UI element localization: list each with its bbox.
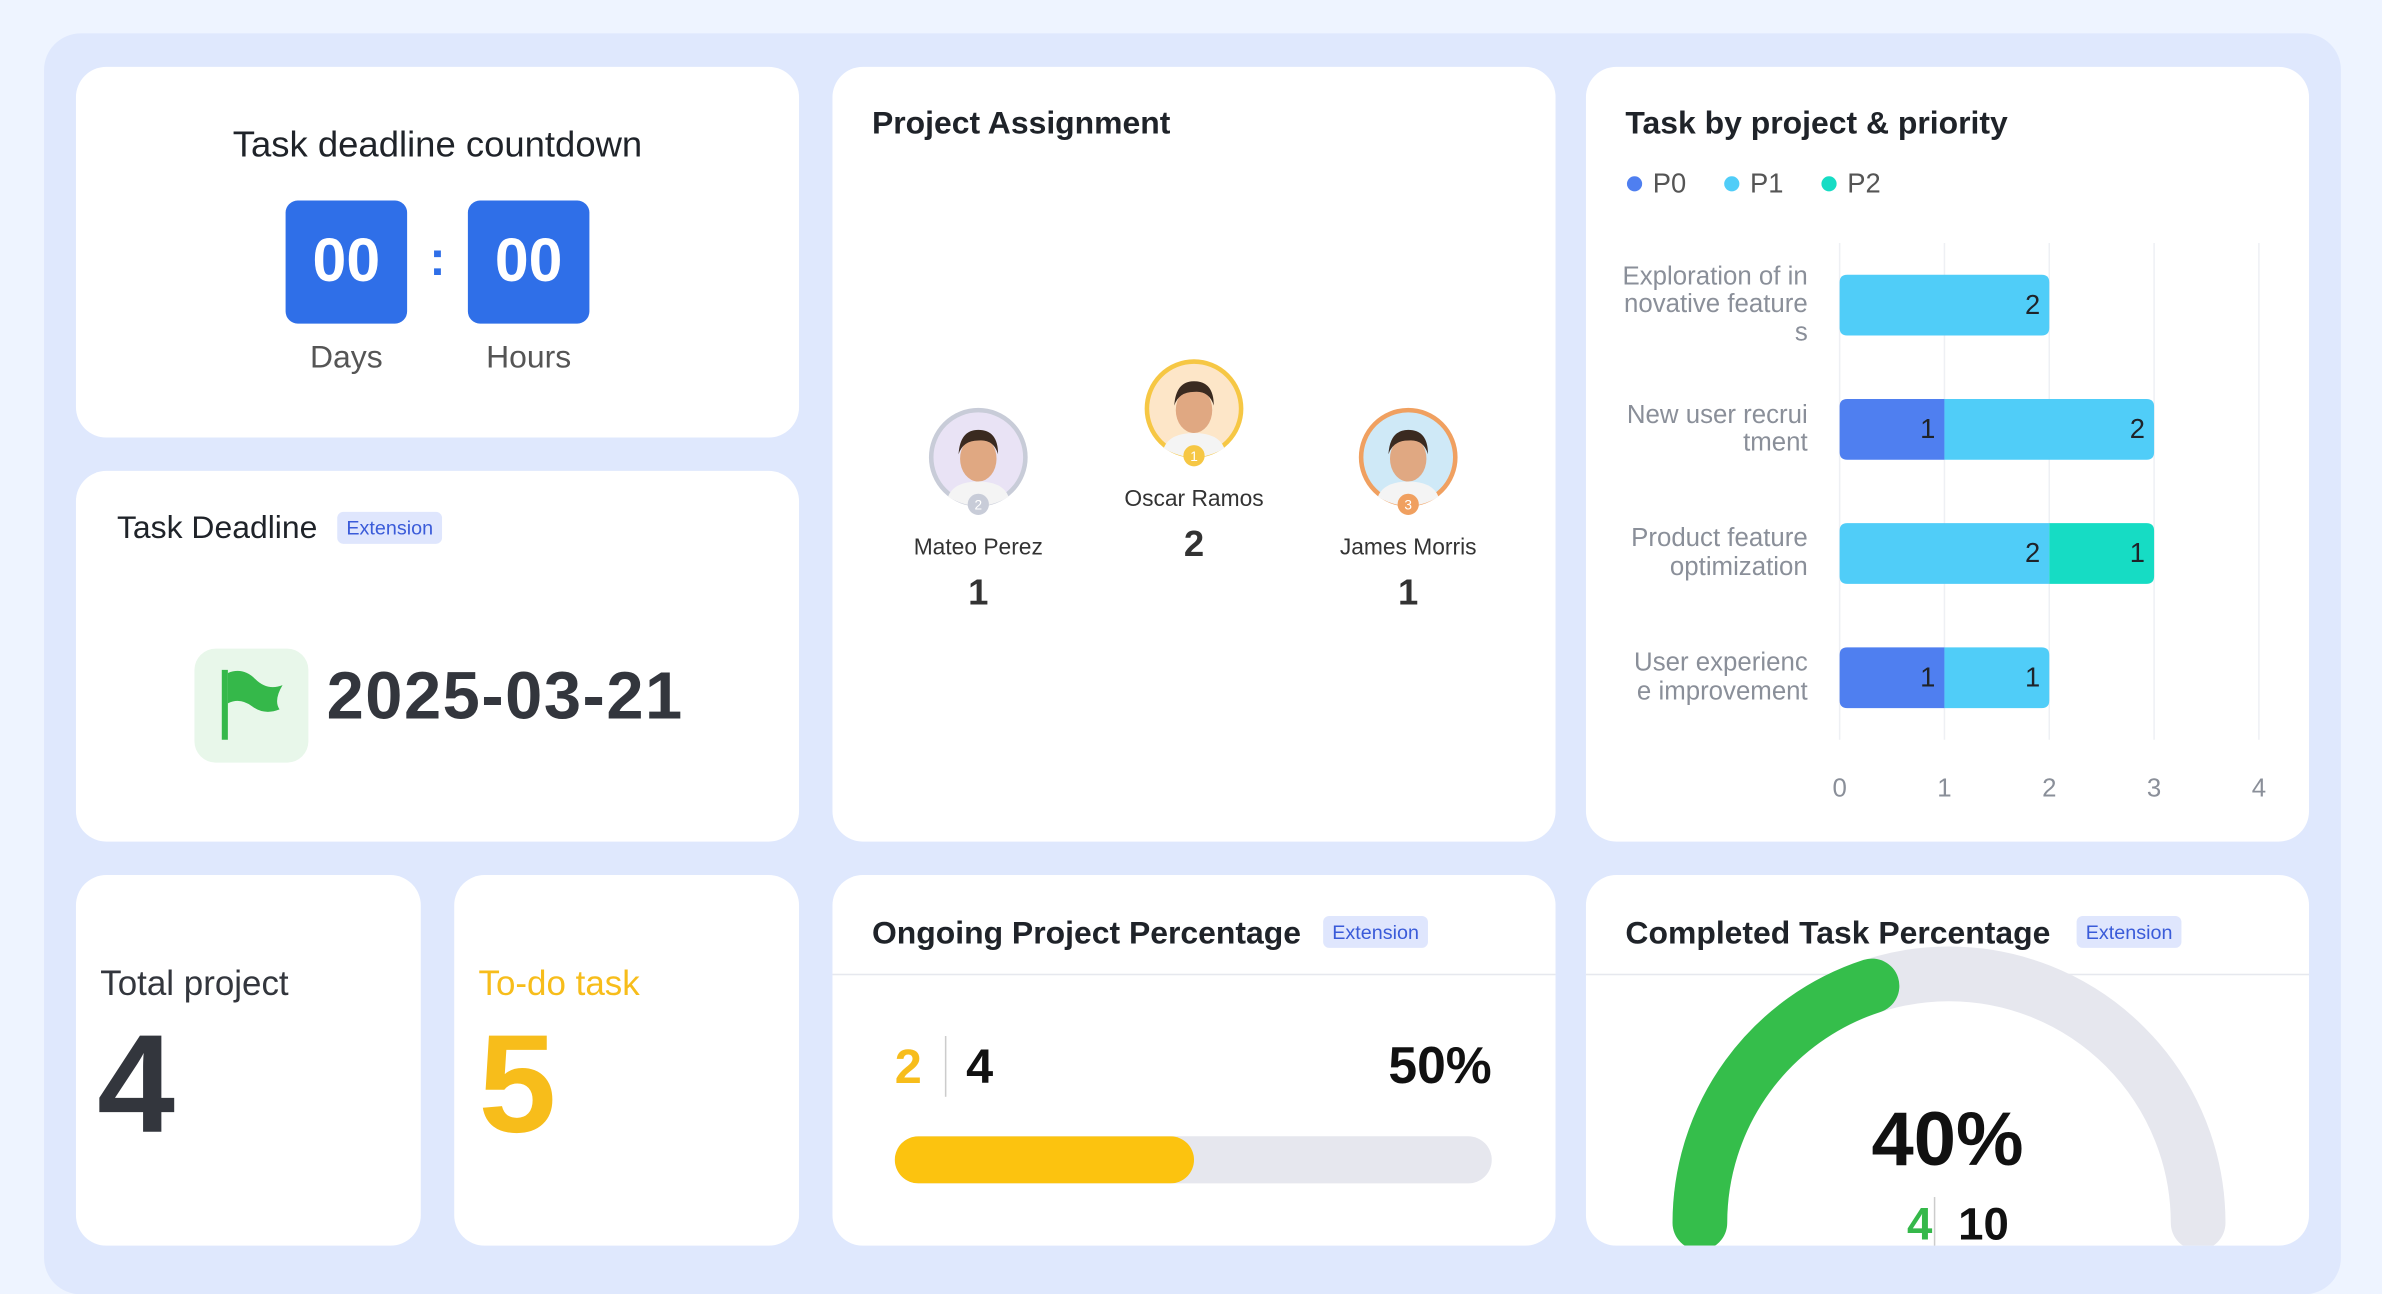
completed-percent: 40% bbox=[1871, 1096, 2024, 1182]
y-tick-label: Exploration of innovative features bbox=[1622, 261, 1808, 347]
ongoing-total: 4 bbox=[966, 1039, 994, 1094]
progress-track bbox=[894, 1136, 1492, 1184]
avatar: 1 bbox=[1144, 359, 1244, 467]
person-count: 2 bbox=[1183, 524, 1205, 566]
bar bbox=[1944, 398, 2155, 460]
person-name: Oscar Ramos bbox=[1124, 486, 1264, 512]
bar-label: 1 bbox=[2130, 537, 2145, 568]
avatar-face bbox=[1389, 435, 1427, 482]
badge: Extension bbox=[337, 511, 443, 544]
person-name: James Morris bbox=[1339, 534, 1477, 561]
legend-dot bbox=[1626, 176, 1643, 192]
bar bbox=[1839, 398, 1945, 460]
legend-dot bbox=[1821, 176, 1837, 192]
hours-value: 00 bbox=[467, 200, 590, 324]
countdown-card: Task deadline countdown 00 00 : Days Hou… bbox=[75, 66, 800, 438]
bar bbox=[1944, 647, 2050, 709]
completed-title: Completed Task Percentage bbox=[1625, 916, 2051, 951]
ongoing-done: 2 bbox=[894, 1039, 922, 1094]
chart-card: Task by project & priority 0 1 2 3 4 P0 P1 P2 2 1… bbox=[1585, 66, 2310, 842]
total-value: 4 bbox=[97, 1007, 175, 1163]
separator bbox=[944, 1036, 947, 1097]
badge: Extension bbox=[1323, 916, 1429, 948]
deadline-card: Task Deadline Extension 2025-03-21 bbox=[75, 470, 800, 842]
rank-number: 3 bbox=[1404, 497, 1412, 512]
deadline-date: 2025-03-21 bbox=[326, 659, 684, 734]
deadline-title: Task Deadline bbox=[116, 510, 318, 546]
separator bbox=[1933, 1197, 1936, 1246]
colon: : bbox=[429, 230, 446, 286]
rank-badge bbox=[1397, 493, 1419, 515]
completed-done: 4 bbox=[1906, 1200, 1933, 1246]
person-count: 1 bbox=[1398, 572, 1419, 614]
todo-label: To-do task bbox=[478, 963, 640, 1003]
avatar: 3 bbox=[1358, 407, 1458, 515]
person-count: 1 bbox=[968, 572, 989, 614]
avatar-hair bbox=[1174, 381, 1214, 406]
avatar-hair bbox=[1388, 429, 1428, 455]
gauge-fill bbox=[1672, 958, 1900, 1246]
hours-label: Hours bbox=[486, 340, 572, 376]
countdown-title: Task deadline countdown bbox=[232, 124, 643, 166]
rank-badge bbox=[967, 493, 989, 515]
days-label: Days bbox=[309, 340, 383, 376]
gauge bbox=[1672, 946, 2226, 1246]
legend-dot bbox=[1724, 176, 1740, 192]
x-tick-label: 0 bbox=[1832, 775, 1846, 803]
days-value: 00 bbox=[285, 200, 408, 324]
x-tick-label: 3 bbox=[2147, 775, 2161, 803]
chart-title: Task by project & priority bbox=[1625, 106, 2008, 142]
flag-box bbox=[194, 648, 309, 763]
avatar-body bbox=[1163, 432, 1225, 458]
avatar-face bbox=[960, 435, 997, 482]
total-label: Total project bbox=[100, 963, 289, 1003]
badge: Extension bbox=[2076, 916, 2182, 948]
avatar: 2 bbox=[928, 407, 1028, 515]
progress-fill bbox=[894, 1136, 1194, 1184]
x-tick-label: 1 bbox=[1937, 775, 1951, 803]
bar-label: 1 bbox=[1920, 413, 1935, 444]
chart: 0 1 2 3 4 P0 P1 P2 2 1 2 2 1 1 1 bbox=[1626, 168, 2266, 803]
bar-label: 1 bbox=[1920, 661, 1935, 692]
divider bbox=[832, 973, 1556, 976]
rank-badge bbox=[1183, 445, 1205, 467]
bar bbox=[1839, 274, 2050, 336]
bar bbox=[2049, 523, 2155, 584]
ongoing-title: Ongoing Project Percentage bbox=[871, 916, 1301, 951]
y-tick-label: Product feature optimization bbox=[1631, 523, 1808, 581]
bar bbox=[1839, 647, 1945, 709]
y-tick-label: User experience improvement bbox=[1634, 648, 1808, 706]
assignment-card: Project Assignment 2 Mateo Perez 1 1 Oscar R… bbox=[832, 66, 1556, 842]
x-tick-label: 2 bbox=[2042, 775, 2056, 803]
total-card: Total project 4 bbox=[75, 875, 421, 1246]
flag-icon bbox=[221, 669, 283, 740]
bar-label: 1 bbox=[2025, 661, 2040, 692]
legend-label: P2 bbox=[1847, 168, 1880, 199]
completed-card: Completed Task Percentage Extension 40% … bbox=[1585, 875, 2310, 1246]
x-tick-label: 4 bbox=[2252, 775, 2266, 803]
ongoing-percent: 50% bbox=[1388, 1037, 1492, 1096]
ongoing-card: Ongoing Project Percentage Extension 2 4… bbox=[832, 875, 1556, 1246]
avatar-face bbox=[1175, 387, 1213, 433]
rank-number: 2 bbox=[974, 497, 982, 512]
legend-label: P1 bbox=[1750, 168, 1783, 199]
avatar-hair bbox=[958, 429, 999, 455]
completed-total: 10 bbox=[1958, 1200, 2009, 1246]
bar-label: 2 bbox=[2130, 413, 2145, 444]
rank-number: 1 bbox=[1190, 449, 1198, 464]
y-tick-label: New user recruitment bbox=[1626, 399, 1808, 457]
bar-label: 2 bbox=[2025, 537, 2040, 568]
todo-value: 5 bbox=[478, 1007, 557, 1163]
todo-card: To-do task 5 bbox=[454, 875, 800, 1246]
legend-label: P0 bbox=[1653, 168, 1686, 199]
bar-label: 2 bbox=[2025, 289, 2040, 320]
person-name: Mateo Perez bbox=[913, 534, 1043, 561]
bar bbox=[1839, 523, 2050, 584]
assignment-title: Project Assignment bbox=[871, 106, 1171, 142]
